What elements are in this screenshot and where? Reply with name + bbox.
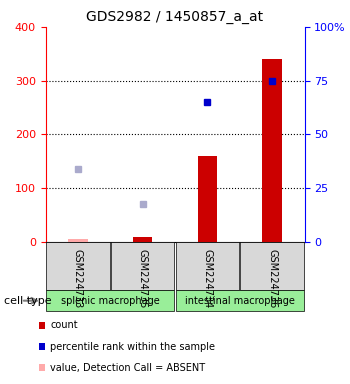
Text: percentile rank within the sample: percentile rank within the sample bbox=[50, 341, 215, 352]
Text: GSM224733: GSM224733 bbox=[73, 249, 83, 308]
Text: count: count bbox=[50, 320, 78, 331]
Text: value, Detection Call = ABSENT: value, Detection Call = ABSENT bbox=[50, 362, 205, 373]
Text: GSM224736: GSM224736 bbox=[267, 249, 277, 308]
Bar bbox=[68, 239, 88, 242]
Bar bbox=[198, 156, 217, 242]
Text: cell type: cell type bbox=[4, 296, 51, 306]
Title: GDS2982 / 1450857_a_at: GDS2982 / 1450857_a_at bbox=[86, 10, 264, 25]
Text: intestinal macrophage: intestinal macrophage bbox=[185, 296, 295, 306]
Text: GSM224734: GSM224734 bbox=[202, 249, 212, 308]
Text: GSM224735: GSM224735 bbox=[138, 249, 148, 309]
Bar bbox=[262, 59, 282, 242]
Bar bbox=[133, 237, 152, 242]
Text: splenic macrophage: splenic macrophage bbox=[61, 296, 160, 306]
